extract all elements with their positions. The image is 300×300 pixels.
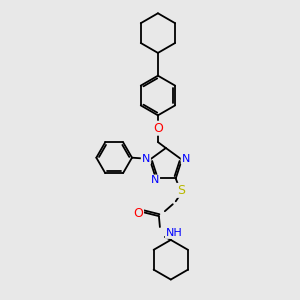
Text: S: S bbox=[177, 184, 185, 197]
Text: N: N bbox=[182, 154, 190, 164]
Text: N: N bbox=[142, 154, 150, 164]
Text: N: N bbox=[151, 176, 159, 185]
Text: O: O bbox=[133, 207, 143, 220]
Text: NH: NH bbox=[166, 228, 183, 238]
Text: O: O bbox=[153, 122, 163, 135]
